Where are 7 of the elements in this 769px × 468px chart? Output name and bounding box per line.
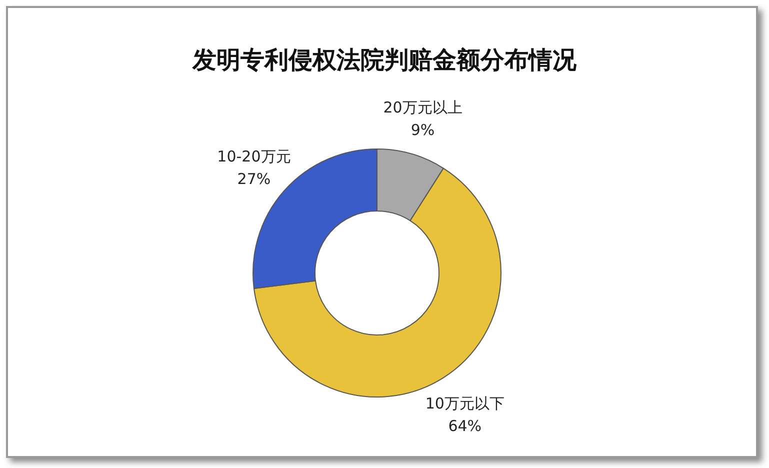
data-label: 9% [410, 121, 435, 140]
chart-title: 发明专利侵权法院判赔金额分布情况 [191, 45, 578, 76]
data-label: 27% [237, 170, 271, 188]
slice-label: 20万元以上 [383, 98, 462, 117]
data-label: 64% [448, 416, 482, 435]
slice-label: 10万元以下 [425, 394, 504, 412]
slice-label: 10-20万元 [217, 148, 291, 166]
